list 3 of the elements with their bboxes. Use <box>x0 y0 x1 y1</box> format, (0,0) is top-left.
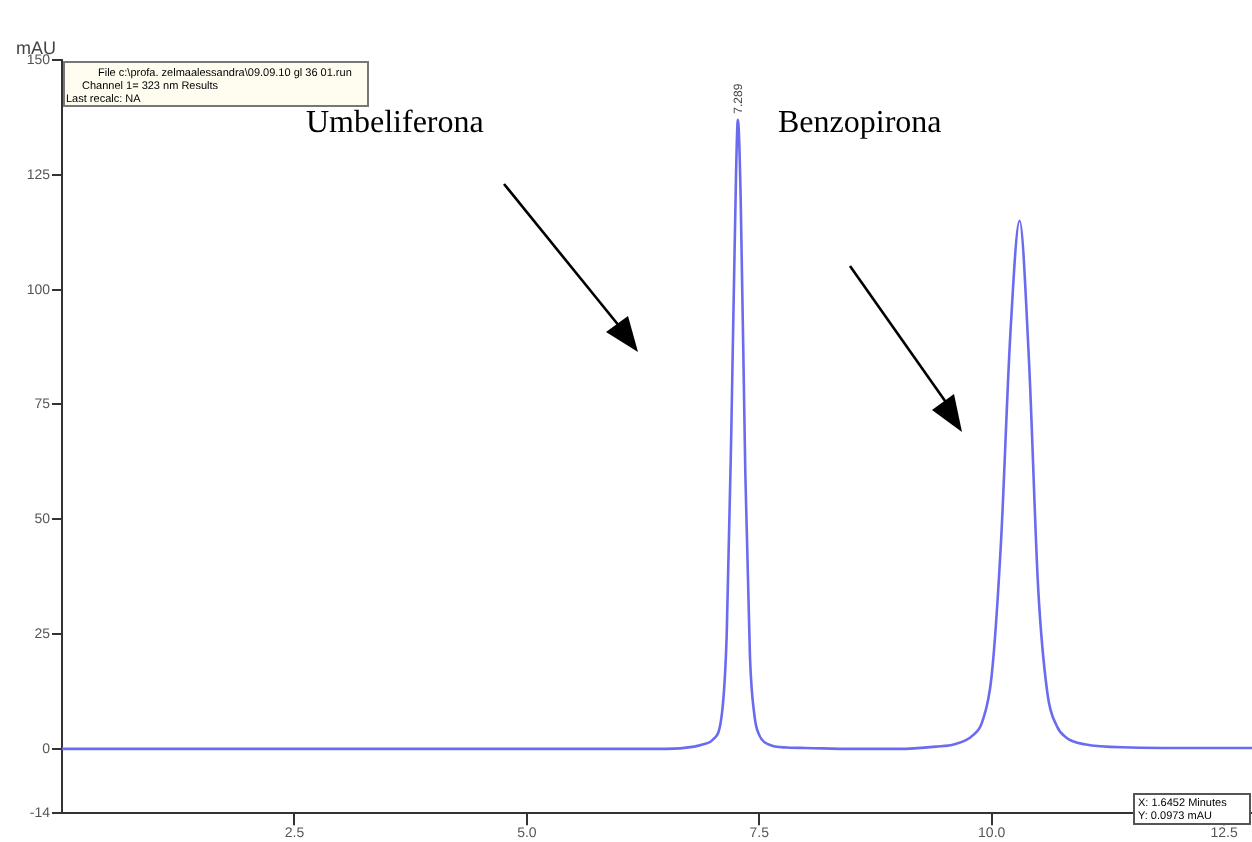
annotation: Benzopirona <box>778 106 942 140</box>
annotation: Umbeliferona <box>306 106 484 140</box>
y-axis-title: mAU <box>16 38 56 58</box>
